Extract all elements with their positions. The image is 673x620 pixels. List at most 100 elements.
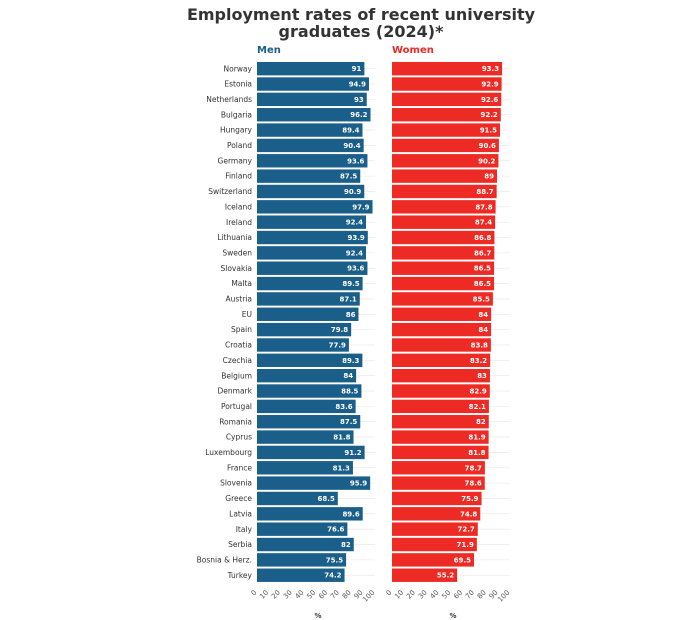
category-label: Switzerland bbox=[208, 187, 252, 196]
bar-men bbox=[257, 77, 369, 91]
value-label-men: 87.1 bbox=[339, 295, 356, 303]
x-tick-label: 20 bbox=[270, 589, 282, 601]
value-label-women: 91.5 bbox=[480, 127, 497, 135]
value-label-men: 97.9 bbox=[352, 203, 369, 211]
category-label: France bbox=[227, 463, 252, 472]
bar-women bbox=[392, 568, 458, 582]
x-tick-label: 90 bbox=[353, 589, 365, 601]
x-tick-label: 0 bbox=[385, 589, 394, 598]
value-label-women: 86.5 bbox=[474, 265, 491, 273]
bar-men bbox=[257, 553, 347, 567]
value-label-women: 78.7 bbox=[465, 464, 482, 472]
value-label-women: 88.7 bbox=[476, 188, 493, 196]
value-label-men: 87.5 bbox=[340, 173, 357, 181]
value-label-men: 86 bbox=[346, 311, 356, 319]
value-label-women: 83 bbox=[477, 372, 487, 380]
bar-men bbox=[257, 292, 360, 306]
value-label-women: 83.8 bbox=[471, 341, 488, 349]
category-label: Finland bbox=[225, 172, 252, 181]
category-label: Turkey bbox=[227, 571, 253, 580]
bar-women bbox=[392, 261, 495, 275]
bar-men bbox=[257, 522, 348, 536]
value-label-women: 75.9 bbox=[461, 495, 478, 503]
bar-women bbox=[392, 384, 490, 398]
bar-women bbox=[392, 123, 500, 137]
category-label: EU bbox=[242, 310, 252, 319]
value-label-men: 79.8 bbox=[331, 326, 348, 334]
category-label: Hungary bbox=[220, 126, 253, 135]
category-label: Netherlands bbox=[206, 95, 252, 104]
bar-women bbox=[392, 491, 482, 506]
bar-men bbox=[257, 568, 345, 582]
legend-men: Men bbox=[257, 45, 281, 56]
value-label-women: 83.2 bbox=[470, 357, 487, 365]
value-label-men: 81.8 bbox=[333, 434, 350, 442]
category-label: Romania bbox=[219, 417, 252, 426]
x-tick-label: 80 bbox=[341, 589, 353, 601]
bar-women bbox=[392, 200, 496, 214]
x-tick-label: 50 bbox=[305, 589, 317, 601]
value-label-women: 69.5 bbox=[454, 556, 471, 564]
bar-men bbox=[257, 92, 367, 107]
category-label: Germany bbox=[218, 156, 253, 165]
x-tick-label: 60 bbox=[317, 589, 329, 601]
value-label-women: 86.5 bbox=[474, 280, 491, 288]
x-tick-label: 50 bbox=[440, 589, 452, 601]
value-label-men: 68.5 bbox=[318, 495, 335, 503]
x-tick-label: 30 bbox=[417, 589, 429, 601]
bar-men bbox=[257, 169, 361, 183]
bar-men bbox=[257, 230, 368, 245]
value-label-men: 82 bbox=[341, 541, 351, 549]
bar-men bbox=[257, 61, 365, 76]
value-label-women: 93.3 bbox=[482, 65, 499, 73]
bar-men bbox=[257, 276, 363, 291]
x-tick-label: 70 bbox=[464, 589, 476, 601]
category-label: Norway bbox=[224, 64, 253, 73]
bar-men bbox=[257, 200, 373, 214]
bar-men bbox=[257, 184, 365, 199]
bar-women bbox=[392, 353, 491, 368]
value-label-men: 75.5 bbox=[326, 556, 343, 564]
value-label-women: 82.1 bbox=[469, 403, 486, 411]
bar-women bbox=[392, 108, 501, 122]
bar-women bbox=[392, 215, 496, 229]
x-tick-label: 0 bbox=[250, 589, 259, 598]
bar-women bbox=[392, 461, 485, 475]
bar-men bbox=[257, 384, 362, 398]
value-label-men: 90.9 bbox=[344, 188, 361, 196]
value-label-women: 86.7 bbox=[474, 249, 491, 257]
value-label-men: 93.6 bbox=[347, 265, 364, 273]
bar-women bbox=[392, 507, 481, 521]
value-label-women: 90.6 bbox=[479, 142, 496, 150]
value-label-men: 76.6 bbox=[327, 526, 344, 534]
x-tick-label: 100 bbox=[496, 589, 511, 604]
category-label: Belgium bbox=[221, 371, 252, 380]
bar-women bbox=[392, 553, 475, 567]
x-axis-unit: % bbox=[314, 612, 321, 620]
value-label-women: 71.9 bbox=[457, 541, 474, 549]
value-label-men: 88.5 bbox=[341, 388, 358, 396]
bar-men bbox=[257, 461, 353, 475]
category-label: Serbia bbox=[228, 540, 252, 549]
category-label: Luxembourg bbox=[205, 448, 252, 457]
value-label-men: 93 bbox=[354, 96, 364, 104]
value-label-women: 82 bbox=[476, 418, 486, 426]
bar-men bbox=[257, 415, 361, 429]
value-label-men: 93.9 bbox=[348, 234, 365, 242]
category-label: Estonia bbox=[224, 80, 252, 89]
category-labels: Norway Estonia Netherlands Bulgaria Hungary P… bbox=[197, 64, 253, 580]
value-label-women: 89 bbox=[484, 173, 494, 181]
category-label: Iceland bbox=[225, 202, 252, 211]
value-label-women: 74.8 bbox=[460, 510, 477, 518]
category-label: Italy bbox=[236, 525, 253, 534]
value-label-men: 91.2 bbox=[344, 449, 361, 457]
value-label-women: 90.2 bbox=[478, 157, 495, 165]
value-label-men: 95.9 bbox=[350, 480, 367, 488]
value-label-women: 82.9 bbox=[470, 388, 487, 396]
bar-women bbox=[392, 292, 493, 306]
category-label: Bulgaria bbox=[221, 110, 252, 119]
bar-men bbox=[257, 537, 354, 552]
